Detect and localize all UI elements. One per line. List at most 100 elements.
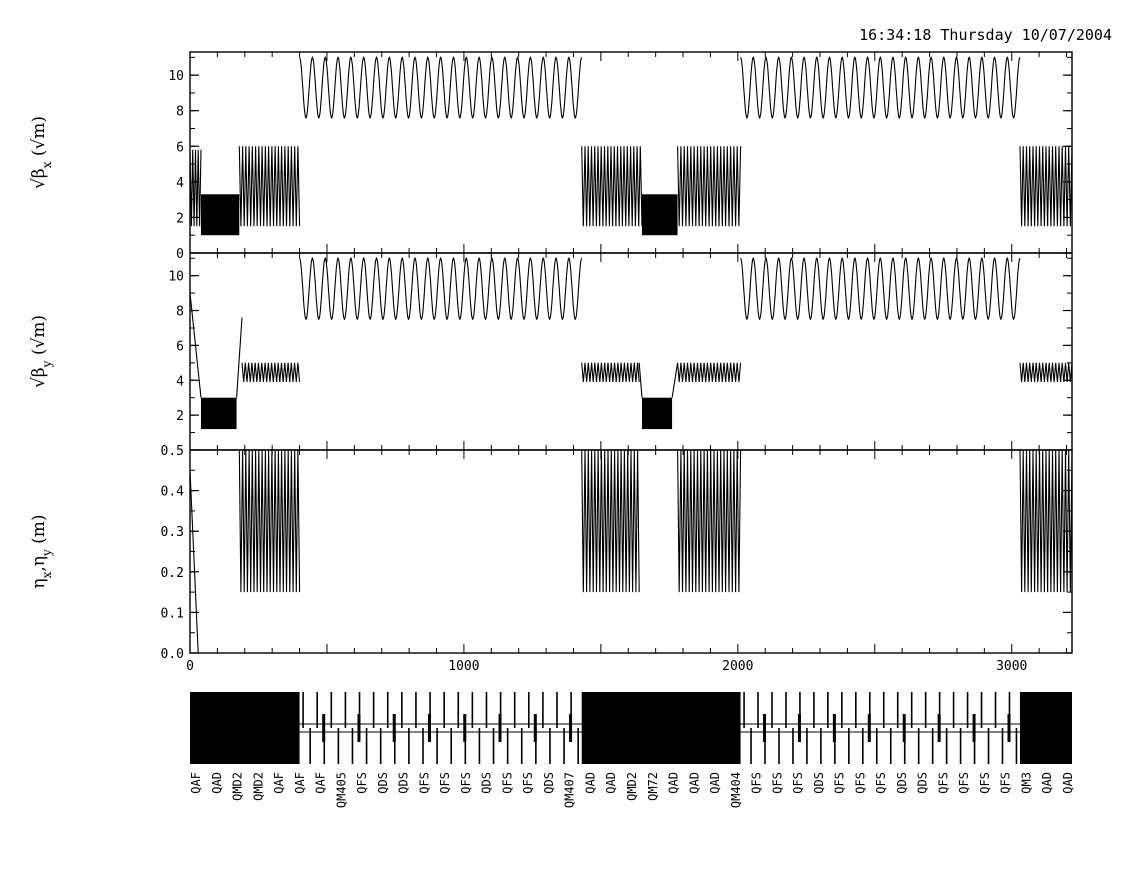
lattice-element	[994, 692, 997, 728]
lattice-element	[358, 692, 361, 728]
lattice-element	[959, 728, 962, 764]
lattice-element	[344, 692, 347, 728]
lattice-element	[436, 728, 438, 764]
data-curve	[189, 449, 1073, 654]
element-label: QDS	[895, 772, 909, 794]
element-label: QAD	[1040, 772, 1054, 794]
y-tick-label: 0.3	[161, 525, 184, 540]
lattice-element	[323, 728, 326, 764]
element-label: QMD2	[625, 772, 639, 801]
lattice-element	[542, 692, 544, 728]
element-label: QFS	[999, 772, 1013, 794]
y-tick-label: 8	[176, 305, 184, 320]
lattice-element	[485, 692, 488, 728]
lattice-element	[861, 728, 864, 764]
lattice-element	[792, 728, 794, 764]
y-tick-label: 10	[168, 270, 184, 285]
element-label: QM405	[334, 772, 348, 808]
x-tick-label: 1000	[448, 659, 479, 674]
lattice-element	[527, 692, 530, 728]
y-tick-label: 0.1	[161, 606, 184, 621]
lattice-element	[1015, 728, 1018, 764]
lattice-element	[302, 692, 304, 728]
lattice-element	[520, 728, 523, 764]
element-label: QMD2	[231, 772, 245, 801]
lattice-element	[563, 728, 565, 764]
lattice-element	[415, 692, 417, 728]
dense-region	[641, 397, 673, 430]
lattice-element	[401, 692, 403, 728]
lattice-element	[386, 692, 389, 728]
lattice-element	[875, 728, 878, 764]
dense-region	[641, 194, 678, 236]
lattice-element	[910, 692, 913, 728]
lattice-element	[750, 728, 752, 764]
element-label: QM407	[563, 772, 577, 808]
data-curve	[189, 256, 1073, 398]
lattice-element	[917, 728, 920, 764]
element-label: QFS	[957, 772, 971, 794]
lattice-element	[464, 728, 467, 764]
y-axis-label: √βx (√m)	[29, 116, 54, 189]
y-tick-label: 2	[176, 211, 184, 226]
lattice-element	[549, 728, 551, 764]
y-tick-label: 0	[176, 247, 184, 262]
lattice-element	[513, 692, 516, 728]
element-label: QAD	[708, 772, 722, 794]
element-label: QAF	[314, 772, 328, 794]
lattice-element	[1001, 728, 1004, 764]
lattice-element	[351, 728, 354, 764]
x-tick-label: 0	[186, 659, 194, 674]
element-label: QFS	[355, 772, 369, 794]
y-tick-label: 8	[176, 105, 184, 120]
y-tick-label: 4	[176, 374, 184, 389]
lattice-element	[799, 692, 801, 728]
lattice-element	[457, 692, 460, 728]
element-label: QAD	[210, 772, 224, 794]
lattice-element	[868, 692, 871, 728]
element-label: QFS	[417, 772, 431, 794]
panel-1: 0 2 4 6 8 10 √βx (√m)	[29, 51, 1073, 262]
lattice-element	[764, 728, 766, 764]
element-label: QFS	[500, 772, 514, 794]
lattice-element	[771, 692, 773, 728]
element-label: QAD	[687, 772, 701, 794]
lattice-element	[882, 692, 885, 728]
lattice-element	[577, 728, 579, 764]
element-label: QFS	[833, 772, 847, 794]
lattice-element	[570, 692, 572, 728]
y-tick-label: 0.0	[161, 647, 184, 662]
element-label: QMD2	[251, 772, 265, 801]
lattice-element	[827, 692, 829, 728]
lattice-element	[309, 728, 311, 764]
element-label: QAD	[583, 772, 597, 794]
dense-region	[200, 397, 237, 430]
element-label: QFS	[459, 772, 473, 794]
element-label: QFS	[521, 772, 535, 794]
panel-3: 0.0 0.1 0.2 0.3 0.4 0.5 0 1000 2000 3000 ηx,ηy (m)	[29, 444, 1073, 674]
lattice-element	[889, 728, 892, 764]
y-tick-label: 0.4	[161, 485, 185, 500]
lattice-element	[903, 728, 906, 764]
y-tick-label: 10	[168, 69, 184, 84]
y-tick-label: 6	[176, 140, 184, 155]
lattice-dense-region	[190, 692, 300, 764]
lattice-element	[499, 692, 502, 728]
lattice-element	[379, 728, 382, 764]
lattice-element	[365, 728, 368, 764]
lattice-element	[1008, 692, 1011, 728]
element-label: QFS	[791, 772, 805, 794]
lattice-element	[372, 692, 375, 728]
element-label: QFS	[750, 772, 764, 794]
lattice-element	[896, 692, 899, 728]
element-label: QAF	[189, 772, 203, 794]
element-label: QDS	[542, 772, 556, 794]
lattice-element	[316, 692, 318, 728]
lattice-element	[987, 728, 990, 764]
element-label: QFS	[770, 772, 784, 794]
lattice-element	[848, 728, 850, 764]
lattice-element	[855, 692, 857, 728]
lattice-dense-region	[581, 692, 741, 764]
lattice-element	[813, 692, 815, 728]
